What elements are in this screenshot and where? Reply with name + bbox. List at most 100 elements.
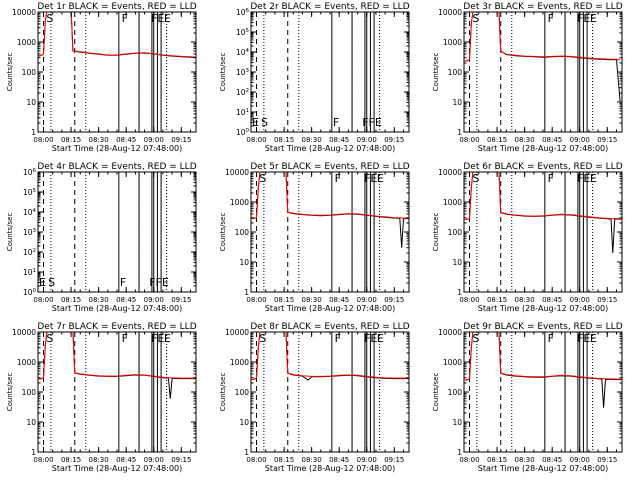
y-tick-label: 100: [235, 228, 250, 237]
y-tick-label: 1: [457, 288, 462, 297]
x-tick-label: 08:15: [61, 296, 81, 304]
marker-annotation: FE: [577, 172, 590, 185]
x-tick-label: 09:00: [144, 296, 164, 304]
x-tick-label: 08:15: [487, 456, 507, 464]
y-axis-label: Counts/sec: [6, 213, 14, 252]
x-tick-label: 08:45: [329, 296, 349, 304]
y-tick-label: 10000: [225, 168, 249, 177]
x-axis-label: Start Time (28-Aug-12 07:48:00): [478, 144, 609, 153]
y-tick-label: 104: [236, 48, 250, 57]
y-tick-label: 1: [457, 128, 462, 137]
plot-frame: [37, 171, 197, 293]
y-tick-label: 106: [23, 168, 37, 177]
series-events: [38, 12, 196, 58]
x-axis-label: Start Time (28-Aug-12 07:48:00): [52, 144, 183, 153]
y-axis-label: Counts/sec: [6, 373, 14, 412]
y-tick-label: 1: [244, 288, 249, 297]
y-tick-label: 10: [452, 98, 462, 107]
plot-frame: [250, 171, 410, 293]
detector-panel-1: Det 1r BLACK = Events, RED = LLD 1 10 100 10…: [6, 2, 197, 153]
marker-annotation: E: [39, 276, 46, 289]
marker-annotation: E: [590, 332, 597, 345]
marker-annotation: S: [472, 12, 479, 25]
detector-panel-4: Det 4r BLACK = Events, RED = LLD 100 101 10…: [6, 162, 197, 313]
series-lld: [464, 172, 622, 221]
y-tick-label: 10: [239, 258, 249, 267]
y-tick-label: 1000: [443, 38, 462, 47]
y-tick-label: 101: [23, 268, 36, 277]
x-axis-label: Start Time (28-Aug-12 07:48:00): [478, 304, 609, 313]
marker-annotation: F: [548, 172, 554, 185]
y-tick-label: 100: [235, 388, 250, 397]
x-tick-label: 08:15: [487, 136, 507, 144]
detector-panel-8: Det 8r BLACK = Events, RED = LLD 1 10 100 10…: [219, 322, 410, 473]
marker-annotation: F: [333, 116, 339, 129]
x-tick-label: 09:00: [570, 456, 590, 464]
x-tick-label: 08:30: [89, 456, 109, 464]
x-tick-label: 08:15: [61, 136, 81, 144]
y-axis-label: Counts/sec: [219, 373, 227, 412]
panel-title: Det 8r BLACK = Events, RED = LLD: [250, 322, 409, 332]
y-tick-label: 10: [452, 258, 462, 267]
marker-annotation: FE: [577, 332, 590, 345]
y-axis-label: Counts/sec: [6, 53, 14, 92]
marker-annotation: F: [122, 12, 128, 25]
x-tick-label: 08:45: [542, 456, 562, 464]
y-tick-label: 1000: [443, 198, 462, 207]
series-events: [251, 172, 409, 248]
marker-annotation: FE: [364, 172, 377, 185]
y-tick-label: 1: [244, 448, 249, 457]
y-tick-label: 10: [26, 418, 36, 427]
x-tick-label: 09:00: [144, 456, 164, 464]
panel-title: Det 5r BLACK = Events, RED = LLD: [250, 162, 409, 172]
series-lld: [251, 172, 409, 220]
x-tick-label: 08:30: [515, 136, 535, 144]
plot-frame: [37, 11, 197, 133]
x-tick-label: 08:15: [487, 296, 507, 304]
y-tick-label: 10000: [438, 8, 462, 17]
y-tick-label: 10: [239, 418, 249, 427]
x-tick-label: 08:45: [542, 296, 562, 304]
x-tick-label: 09:00: [570, 136, 590, 144]
plot-frame: [250, 11, 410, 133]
marker-annotation: FE: [151, 12, 164, 25]
marker-annotation: E: [377, 172, 384, 185]
marker-annotation: S: [46, 332, 53, 345]
x-tick-label: 08:00: [459, 456, 479, 464]
x-tick-label: 09:15: [597, 296, 617, 304]
x-tick-label: 08:15: [61, 456, 81, 464]
marker-annotation: F: [122, 332, 128, 345]
y-tick-label: 10: [452, 418, 462, 427]
x-tick-label: 08:30: [302, 296, 322, 304]
x-axis-label: Start Time (28-Aug-12 07:48:00): [265, 304, 396, 313]
y-axis-label: Counts/sec: [432, 53, 440, 92]
detector-panel-3: Det 3r BLACK = Events, RED = LLD 1 10 100 10…: [432, 2, 623, 153]
y-tick-label: 102: [23, 248, 36, 257]
detector-panel-6: Det 6r BLACK = Events, RED = LLD 1 10 100 10…: [432, 162, 623, 313]
series-lld: [464, 332, 622, 381]
y-tick-label: 10000: [438, 328, 462, 337]
x-tick-label: 08:45: [329, 136, 349, 144]
x-tick-label: 08:15: [274, 296, 294, 304]
x-tick-label: 08:45: [116, 456, 136, 464]
x-tick-label: 08:00: [246, 456, 266, 464]
y-tick-label: 1000: [230, 358, 249, 367]
x-tick-label: 08:00: [246, 136, 266, 144]
panel-title: Det 6r BLACK = Events, RED = LLD: [463, 162, 622, 172]
y-axis-label: Counts/sec: [432, 213, 440, 252]
y-tick-label: 103: [236, 68, 250, 77]
x-tick-label: 08:00: [33, 136, 53, 144]
series-events: [464, 332, 622, 408]
y-axis-label: Counts/sec: [432, 373, 440, 412]
marker-annotation: F: [548, 332, 554, 345]
x-tick-label: 08:00: [459, 296, 479, 304]
y-tick-label: 1000: [17, 38, 36, 47]
x-axis-label: Start Time (28-Aug-12 07:48:00): [478, 464, 609, 473]
marker-annotation: S: [48, 276, 55, 289]
x-tick-label: 08:30: [302, 136, 322, 144]
y-tick-label: 100: [236, 128, 250, 137]
x-tick-label: 08:00: [33, 456, 53, 464]
panel-title: Det 4r BLACK = Events, RED = LLD: [37, 162, 196, 172]
marker-annotation: F: [335, 332, 341, 345]
x-tick-label: 08:30: [89, 136, 109, 144]
